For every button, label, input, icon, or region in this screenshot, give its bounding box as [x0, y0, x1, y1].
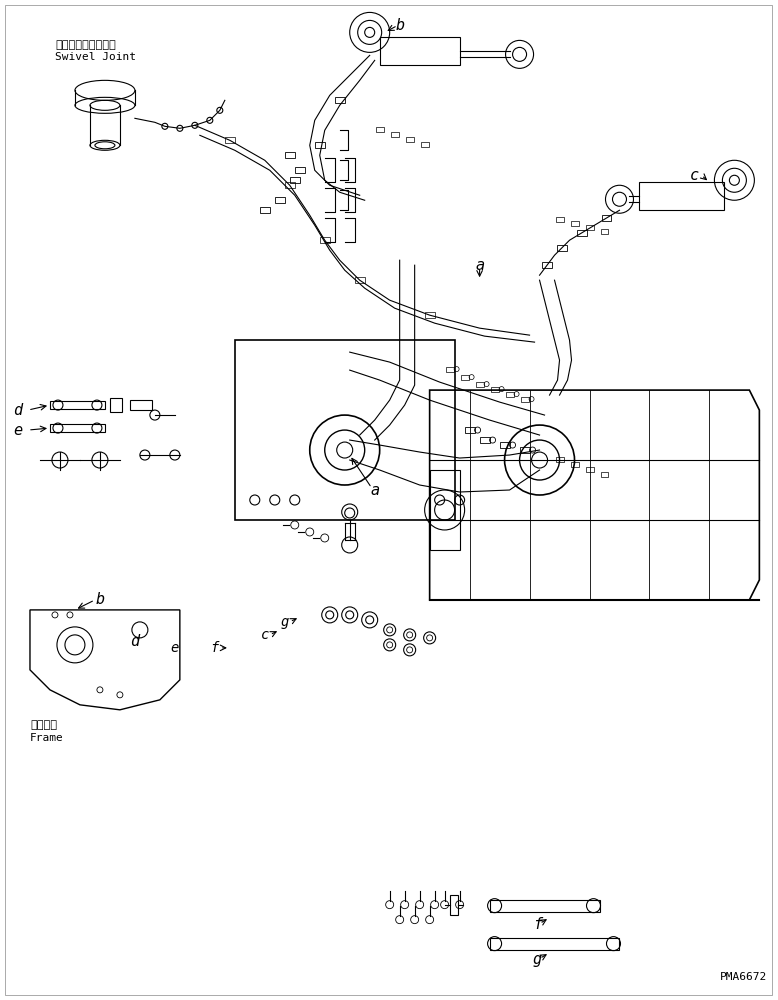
Bar — [285, 152, 295, 158]
Bar — [479, 437, 489, 443]
Text: b: b — [395, 18, 405, 33]
Bar — [285, 182, 295, 188]
Bar — [355, 277, 365, 283]
Bar — [541, 262, 552, 268]
Text: フレーム: フレーム — [30, 720, 57, 730]
Bar — [225, 137, 235, 143]
Bar — [50, 424, 105, 432]
Bar — [576, 230, 587, 236]
Text: Frame: Frame — [30, 733, 64, 743]
Text: a: a — [370, 483, 379, 498]
Bar — [601, 215, 612, 221]
Bar — [275, 197, 285, 203]
Text: c: c — [690, 168, 699, 183]
Bar — [556, 245, 566, 251]
Text: d: d — [13, 403, 23, 418]
Bar — [320, 237, 330, 243]
Bar — [335, 97, 345, 103]
Bar — [289, 177, 300, 183]
Text: f: f — [211, 641, 219, 655]
Bar — [391, 132, 398, 137]
Bar — [499, 442, 510, 448]
Bar — [429, 470, 460, 550]
Bar — [464, 427, 475, 433]
Bar — [425, 312, 435, 318]
Bar — [555, 457, 563, 462]
Bar — [601, 472, 608, 477]
Bar — [130, 400, 152, 410]
Bar — [586, 225, 594, 230]
Text: c: c — [261, 628, 269, 642]
Bar — [260, 207, 270, 213]
Bar — [601, 229, 608, 234]
Bar — [110, 398, 122, 412]
Bar — [570, 462, 579, 467]
Text: e: e — [13, 423, 23, 438]
Text: g: g — [281, 615, 289, 629]
Bar — [491, 387, 499, 392]
Text: Swivel Joint: Swivel Joint — [55, 52, 136, 62]
Bar — [520, 397, 528, 402]
Text: PMA6672: PMA6672 — [720, 972, 766, 982]
Text: b: b — [96, 592, 104, 607]
Text: スイベルジョイント: スイベルジョイント — [55, 40, 116, 50]
Text: d: d — [131, 634, 139, 649]
Text: a: a — [475, 258, 484, 273]
Bar — [461, 375, 468, 380]
Bar — [405, 137, 414, 142]
Text: f: f — [533, 917, 542, 932]
Bar — [640, 182, 724, 210]
Bar — [506, 392, 513, 397]
Bar — [315, 142, 324, 148]
Bar — [555, 217, 563, 222]
Bar — [235, 340, 454, 520]
Bar — [489, 938, 619, 950]
Bar — [380, 37, 460, 65]
Bar — [421, 142, 429, 147]
Bar — [489, 900, 600, 912]
Bar — [450, 895, 457, 915]
Bar — [475, 382, 484, 387]
Bar — [446, 367, 454, 372]
Text: e: e — [170, 641, 179, 655]
Bar — [570, 221, 579, 226]
Bar — [50, 401, 105, 409]
Bar — [376, 127, 384, 132]
Text: g: g — [533, 952, 542, 967]
Bar — [295, 167, 305, 173]
Bar — [586, 467, 594, 472]
Bar — [520, 447, 530, 453]
